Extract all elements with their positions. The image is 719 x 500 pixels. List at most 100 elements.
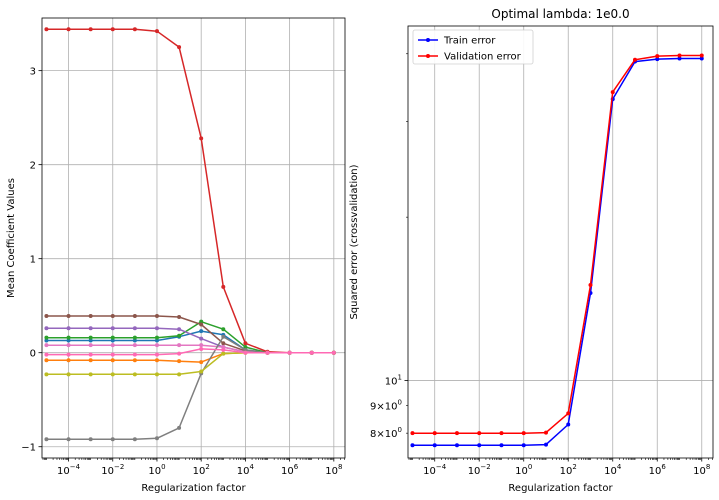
data-point	[110, 437, 115, 442]
data-point	[543, 430, 548, 435]
data-point	[699, 53, 704, 58]
data-point	[243, 345, 248, 350]
data-point	[88, 27, 93, 32]
data-point	[221, 327, 226, 332]
data-point	[243, 350, 248, 355]
data-point	[610, 90, 615, 95]
data-point	[177, 45, 182, 50]
data-point	[66, 27, 71, 32]
data-point	[66, 335, 71, 340]
tick-exponent: 0	[161, 463, 165, 471]
data-point	[88, 326, 93, 331]
tick-base: 10	[604, 466, 617, 477]
data-point	[44, 314, 49, 319]
x-tick-label: 100	[148, 463, 165, 477]
data-point	[66, 437, 71, 442]
data-point	[110, 335, 115, 340]
data-point	[110, 358, 115, 363]
tick-base: 10	[148, 466, 161, 477]
data-point	[132, 27, 137, 32]
tick-exponent: −2	[114, 463, 124, 471]
tick-base: 10	[101, 466, 114, 477]
data-point	[154, 335, 159, 340]
data-point	[154, 338, 159, 343]
data-point	[177, 343, 182, 348]
data-point	[655, 57, 660, 62]
y-tick-label: 3	[30, 67, 36, 78]
legend-box	[412, 29, 534, 65]
data-point	[44, 27, 49, 32]
data-point	[154, 358, 159, 363]
data-point	[199, 329, 204, 334]
data-point	[110, 314, 115, 319]
data-point	[699, 56, 704, 61]
tick-exponent: 8	[706, 463, 710, 471]
data-point	[199, 346, 204, 351]
data-point	[66, 352, 71, 357]
left-subplot: 10−4 10−2 100 102 104 106 108−10123Regularizat…	[6, 17, 346, 494]
data-point	[44, 437, 49, 442]
data-point	[44, 338, 49, 343]
x-tick-label: 102	[193, 463, 210, 477]
data-point	[477, 443, 482, 448]
data-point	[199, 136, 204, 141]
data-point	[199, 319, 204, 324]
x-tick-label: 104	[237, 463, 255, 477]
data-point	[655, 54, 660, 59]
data-point	[499, 431, 504, 436]
data-point	[287, 350, 292, 355]
x-tick-label: 100	[515, 463, 532, 477]
y-axis-label: Mean Coefficient Values	[6, 178, 17, 298]
y-tick-label: −1	[21, 443, 36, 454]
axes-frame	[41, 17, 346, 459]
data-point	[88, 437, 93, 442]
data-point	[410, 431, 415, 436]
data-point	[132, 326, 137, 331]
data-point	[177, 314, 182, 319]
data-point	[677, 56, 682, 61]
data-point	[243, 347, 248, 352]
legend-marker	[426, 54, 430, 58]
data-point	[44, 335, 49, 340]
data-point	[154, 352, 159, 357]
y-tick-label: 8×100	[370, 426, 402, 440]
data-point	[521, 443, 526, 448]
data-point	[132, 358, 137, 363]
series-1	[410, 53, 704, 436]
data-point	[199, 360, 204, 365]
tick-exponent: 8	[338, 463, 342, 471]
tick-exponent: 6	[661, 463, 666, 471]
data-point	[154, 436, 159, 441]
x-tick-label: 10−2	[468, 463, 491, 477]
data-point	[88, 338, 93, 343]
data-point	[265, 350, 270, 355]
data-point	[221, 334, 226, 339]
tick-coef: 8	[370, 429, 376, 440]
x-tick-label: 108	[693, 463, 710, 477]
x-axis-label: Regularization factor	[141, 483, 246, 494]
tick-exponent: 6	[294, 463, 299, 471]
x-tick-label: 10−4	[57, 463, 81, 477]
tick-base: 10	[693, 466, 706, 477]
data-point	[566, 411, 571, 416]
data-point	[88, 372, 93, 377]
data-point	[309, 350, 314, 355]
y-axis-label: Squared error (crossvalidation)	[349, 164, 360, 319]
data-point	[44, 326, 49, 331]
data-point	[177, 372, 182, 377]
tick-exponent: 0	[398, 398, 402, 406]
tick-base: 10	[237, 466, 250, 477]
x-tick-label: 106	[281, 463, 299, 477]
data-point	[110, 343, 115, 348]
data-point	[66, 343, 71, 348]
data-point	[221, 341, 226, 346]
tick-exponent: 0	[528, 463, 532, 471]
data-point	[132, 437, 137, 442]
tick-times: ×	[376, 401, 384, 412]
data-point	[44, 352, 49, 357]
tick-base: 10	[649, 466, 662, 477]
y-tick-label: 0	[30, 349, 36, 360]
data-point	[154, 372, 159, 377]
tick-times: ×	[376, 429, 384, 440]
data-point	[132, 335, 137, 340]
